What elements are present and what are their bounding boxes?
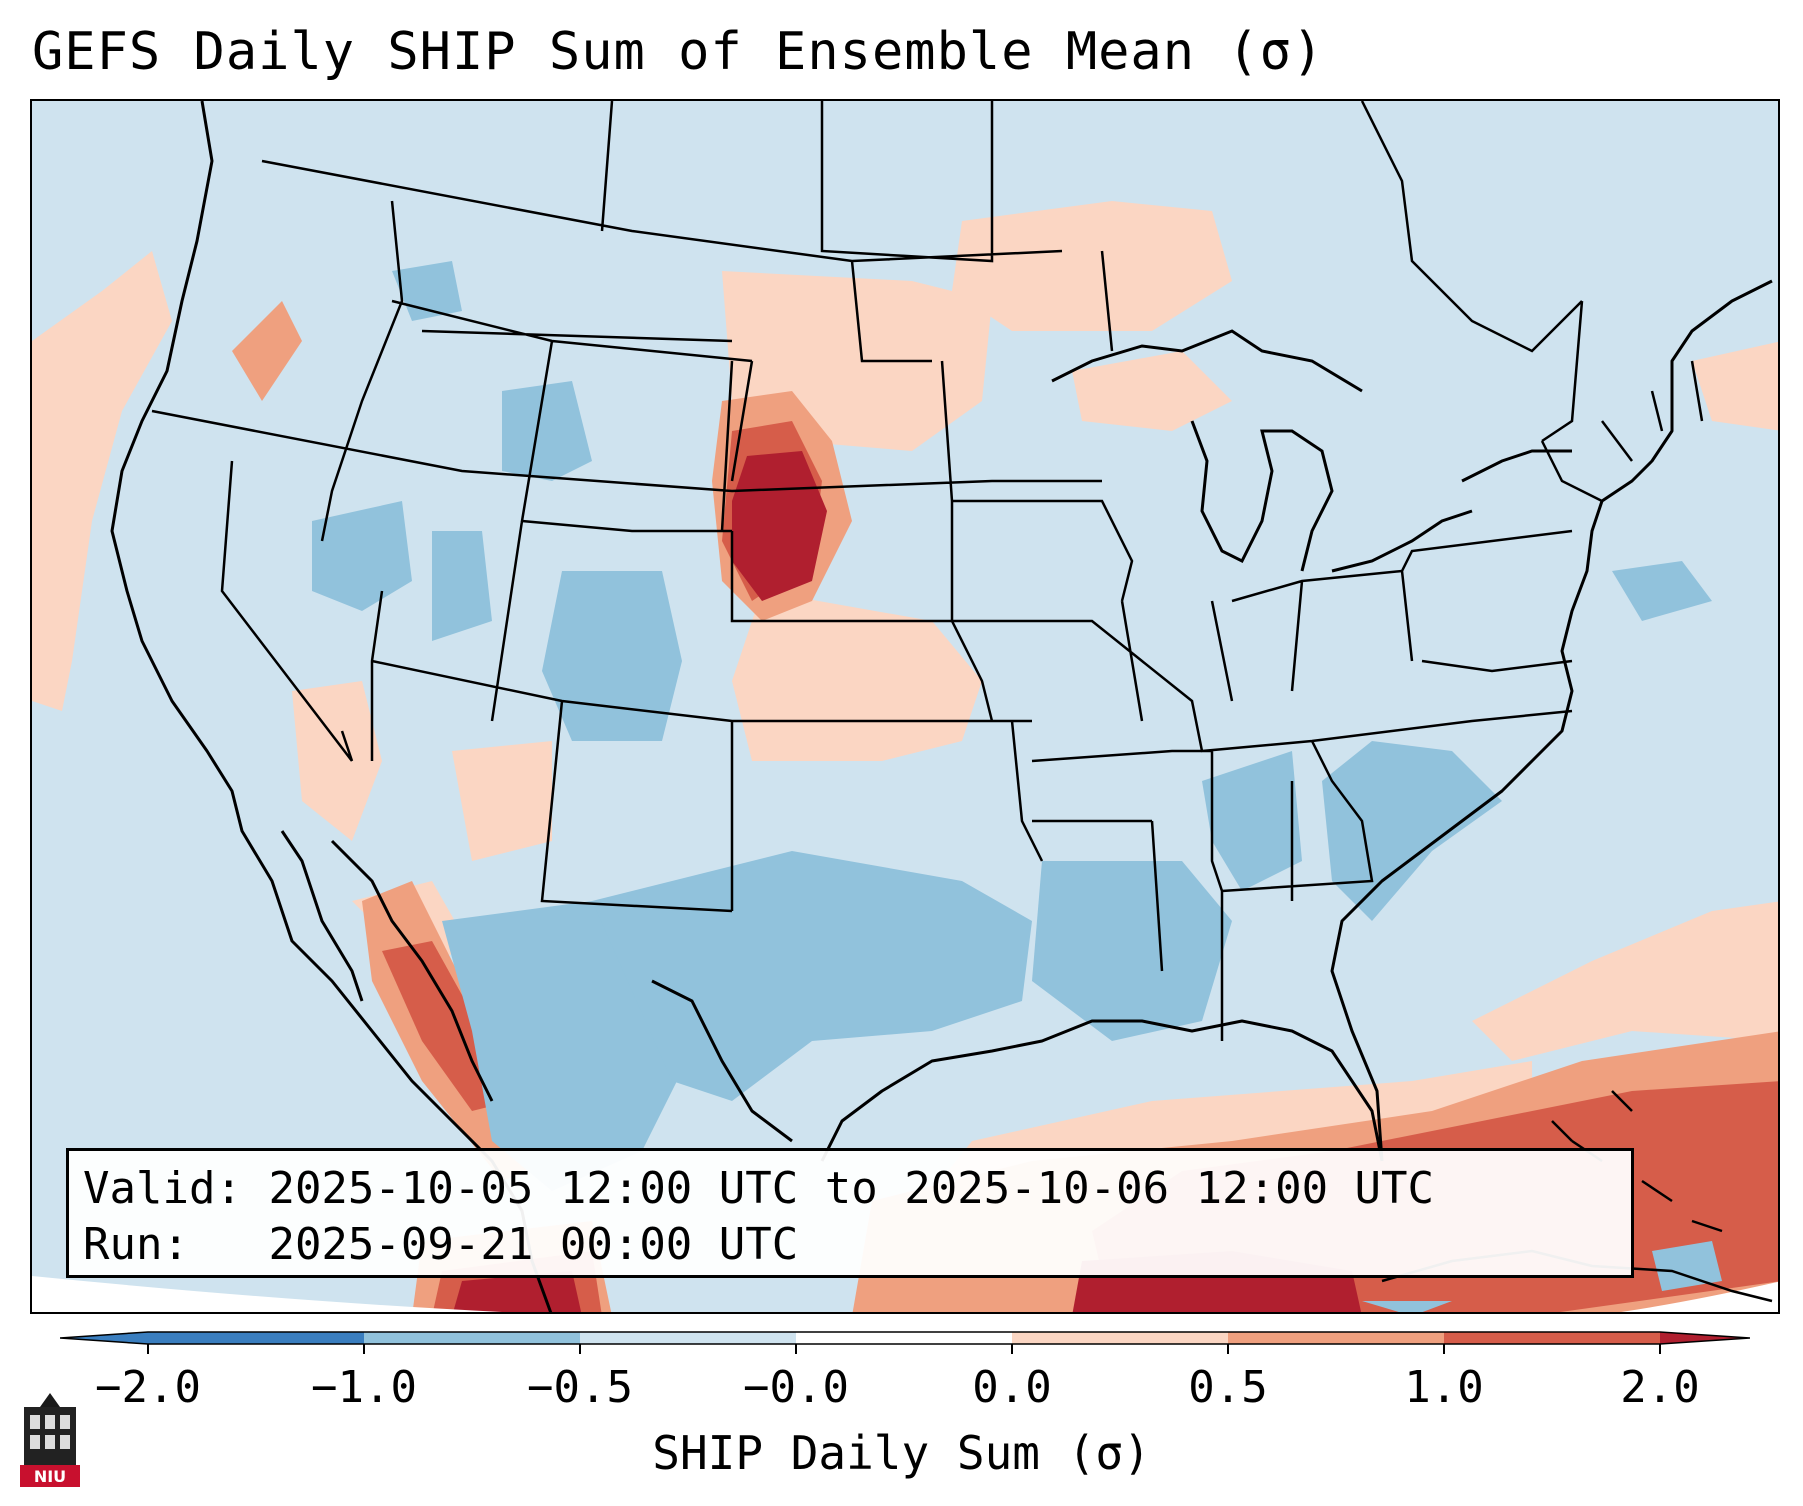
state-borders (151, 101, 1704, 1041)
negative-anomaly-areas (312, 261, 1722, 1291)
colorbar-tick-label: −2.0 (95, 1362, 201, 1413)
colorbar-tick-label: 2.0 (1620, 1362, 1700, 1413)
colorbar (60, 1331, 1750, 1354)
colorbar-segment-3 (580, 1332, 796, 1344)
colorbar-title: SHIP Daily Sum (σ) (652, 1426, 1151, 1480)
colorbar-extend-high (1660, 1332, 1750, 1344)
ship-anomaly-map (32, 101, 1778, 1312)
valid-run-info-box: Valid: 2025-10-05 12:00 UTC to 2025-10-0… (66, 1148, 1634, 1278)
colorbar-tick-label: −0.5 (527, 1362, 633, 1413)
run-time: 2025-09-21 00:00 UTC (268, 1219, 799, 1270)
projection-corner-left (32, 1276, 503, 1312)
cuba-negative-patch (1362, 1301, 1452, 1312)
colorbar-segment-5 (1012, 1332, 1228, 1344)
map-title: GEFS Daily SHIP Sum of Ensemble Mean (σ) (32, 22, 1325, 82)
colorbar-tick-label: −0.0 (743, 1362, 849, 1413)
coastline-outline (110, 101, 1773, 1312)
colorbar-segment-6 (1228, 1332, 1444, 1344)
colorbar-segment-4 (796, 1332, 1012, 1344)
run-label: Run: (83, 1219, 189, 1270)
great-lakes-outline (1051, 329, 1572, 573)
valid-range: 2025-10-05 12:00 UTC to 2025-10-06 12:00… (268, 1163, 1435, 1214)
colorbar-extend-low (60, 1332, 148, 1344)
map-panel (30, 99, 1780, 1314)
colorbar-segment-2 (364, 1332, 580, 1344)
colorbar-tick-marks (147, 1344, 1661, 1354)
niu-logo-text: NIU (34, 1467, 66, 1486)
colorbar-segment-7 (1444, 1332, 1660, 1344)
colorbar-tick-label: 0.0 (972, 1362, 1052, 1413)
colorbar-tick-label: 0.5 (1188, 1362, 1268, 1413)
colorbar-tick-label: 1.0 (1404, 1362, 1484, 1413)
valid-label: Valid: (83, 1163, 242, 1214)
niu-tower-logo-icon: NIU (20, 1393, 80, 1487)
colorbar-segment-1 (148, 1332, 364, 1344)
projection-corner-right (1621, 1281, 1778, 1312)
colorbar-tick-label: −1.0 (311, 1362, 417, 1413)
